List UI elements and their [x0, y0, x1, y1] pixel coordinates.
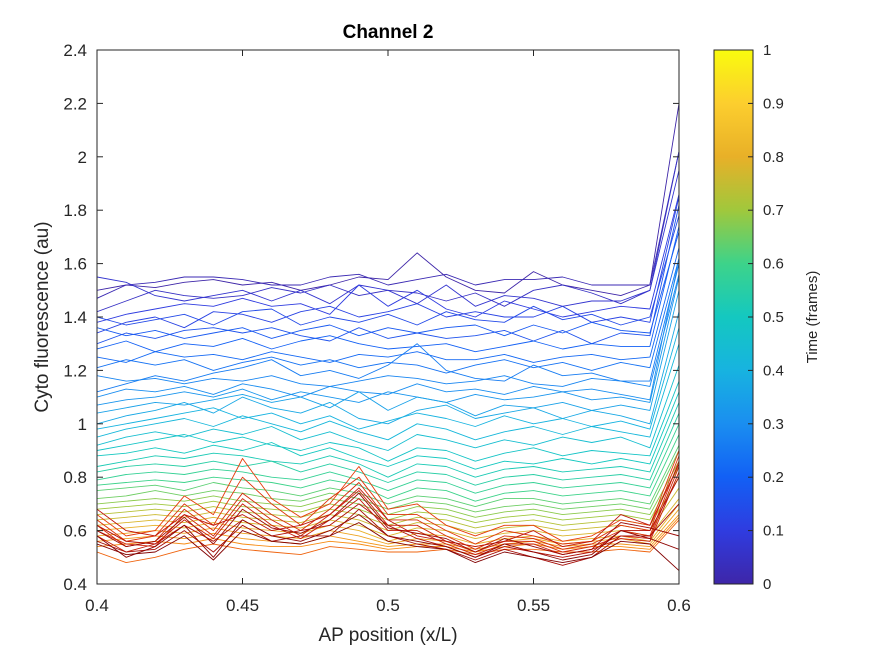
series-line-24	[97, 412, 679, 486]
colorbar-axis: 0 0.1 0.2 0.3 0.4 0.5 0.6 0.7 0.8 0.9 1	[748, 42, 784, 593]
colorbar-tick-label: 0.5	[763, 309, 784, 326]
y-axis: 0.4 0.6 0.8 1 1.2 1.4 1.6 1.8 2 2.2 2.4	[63, 41, 679, 594]
colorbar-tick-label: 1	[763, 42, 771, 59]
colorbar-tick-label: 0	[763, 576, 771, 593]
colorbar-tick-label: 0.7	[763, 202, 784, 219]
series-line-8	[97, 231, 679, 339]
series-line-40	[97, 455, 679, 545]
series-line-0	[97, 103, 679, 297]
series-line-4	[97, 194, 679, 323]
series-line-18	[97, 327, 679, 430]
series-line-49	[97, 522, 679, 571]
series-line-5	[97, 196, 679, 334]
x-tick-label: 0.5	[376, 596, 400, 615]
series-line-47	[97, 492, 679, 556]
series-line-36	[97, 514, 679, 550]
series-line-6	[97, 215, 679, 326]
colorbar-tick-label: 0.6	[763, 256, 784, 273]
y-tick-label: 2.4	[63, 41, 87, 60]
series-line-3	[97, 170, 679, 307]
series-line-37	[97, 516, 679, 553]
x-tick-label: 0.6	[667, 596, 691, 615]
y-tick-label: 1.6	[63, 255, 87, 274]
series-line-20	[97, 364, 679, 451]
x-tick-label: 0.4	[85, 596, 109, 615]
series-line-17	[97, 311, 679, 425]
series-line-1	[97, 151, 679, 299]
x-axis-label: AP position (x/L)	[318, 625, 457, 646]
series-line-10	[97, 247, 679, 363]
colorbar-tick-label: 0.8	[763, 149, 784, 166]
series-line-15	[97, 276, 679, 406]
y-tick-label: 1.2	[63, 361, 87, 380]
x-axis: 0.4 0.45 0.5 0.55 0.6	[85, 50, 691, 615]
y-tick-label: 1.4	[63, 308, 87, 327]
series-line-39	[97, 450, 679, 542]
series-line-23	[97, 402, 679, 478]
y-tick-label: 1	[78, 415, 87, 434]
x-tick-label: 0.45	[226, 596, 259, 615]
series-line-38	[97, 519, 679, 564]
series-line-45	[97, 476, 679, 558]
y-tick-label: 0.4	[63, 575, 87, 594]
series-lines	[97, 103, 679, 571]
series-line-11	[97, 258, 679, 374]
colorbar-tick-label: 0.2	[763, 469, 784, 486]
series-line-19	[97, 343, 679, 441]
series-line-16	[97, 290, 679, 417]
colorbar-tick-label: 0.3	[763, 416, 784, 433]
chart-title: Channel 2	[343, 22, 434, 43]
y-tick-label: 1.8	[63, 201, 87, 220]
series-line-12	[97, 263, 679, 393]
series-line-25	[97, 423, 679, 494]
y-axis-label: Cyto fluorescence (au)	[32, 221, 53, 412]
colorbar	[713, 49, 754, 585]
y-tick-label: 2	[78, 148, 87, 167]
series-line-13	[97, 274, 679, 387]
series-line-26	[97, 434, 679, 502]
colorbar-label: Time (frames)	[804, 271, 821, 364]
colorbar-tick-label: 0.4	[763, 362, 784, 379]
series-line-27	[97, 445, 679, 508]
y-tick-label: 0.8	[63, 468, 87, 487]
series-line-48	[97, 514, 679, 561]
series-line-22	[97, 391, 679, 470]
series-line-9	[97, 226, 679, 353]
y-tick-label: 2.2	[63, 94, 87, 113]
colorbar-tick-label: 0.1	[763, 523, 784, 540]
series-line-44	[97, 463, 679, 548]
series-line-14	[97, 258, 679, 401]
series-line-7	[97, 204, 679, 345]
y-tick-label: 0.6	[63, 522, 87, 541]
colorbar-tick-label: 0.9	[763, 95, 784, 112]
x-tick-label: 0.55	[517, 596, 550, 615]
series-line-21	[97, 380, 679, 462]
